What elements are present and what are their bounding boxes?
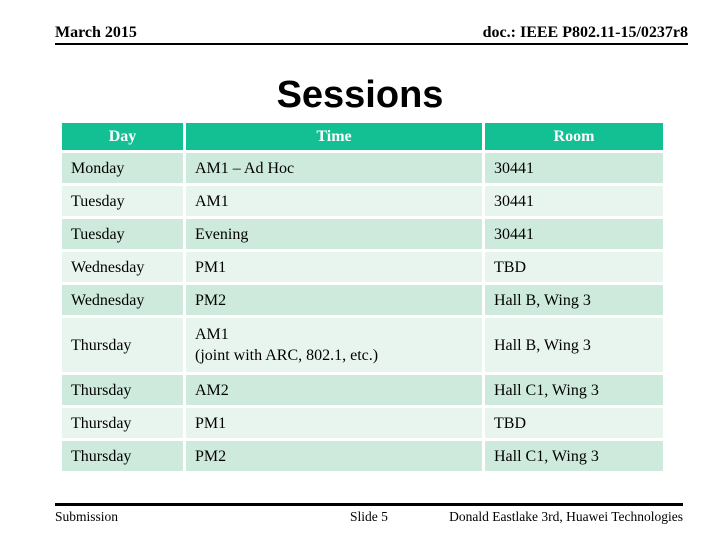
column-header-time: Time [186, 123, 482, 150]
cell-room: 30441 [485, 153, 663, 183]
slide-footer: Submission Slide 5 Donald Eastlake 3rd, … [55, 503, 683, 524]
table-row: Wednesday PM1 TBD [62, 252, 663, 282]
cell-time: PM2 [186, 441, 482, 471]
page-title: Sessions [276, 74, 444, 116]
cell-time: PM2 [186, 285, 482, 315]
cell-time: AM1 – Ad Hoc [186, 153, 482, 183]
cell-day: Thursday [62, 441, 183, 471]
cell-time: Evening [186, 219, 482, 249]
column-header-room: Room [485, 123, 663, 150]
column-header-day: Day [62, 123, 183, 150]
footer-slide-number: Slide 5 [350, 509, 388, 524]
header-date: March 2015 [55, 24, 137, 41]
sessions-table: Day Time Room Monday AM1 – Ad Hoc 30441 … [59, 120, 666, 474]
cell-room: 30441 [485, 219, 663, 249]
table-row: Thursday AM2 Hall C1, Wing 3 [62, 375, 663, 405]
table-row: Wednesday PM2 Hall B, Wing 3 [62, 285, 663, 315]
cell-room: 30441 [485, 186, 663, 216]
cell-room: TBD [485, 408, 663, 438]
cell-day: Tuesday [62, 186, 183, 216]
cell-day: Thursday [62, 318, 183, 372]
footer-author: Donald Eastlake 3rd, Huawei Technologies [449, 509, 683, 524]
cell-day: Wednesday [62, 252, 183, 282]
header-doc-number: doc.: IEEE P802.11-15/0237r8 [482, 24, 688, 41]
table-row: Tuesday Evening 30441 [62, 219, 663, 249]
footer-submission: Submission [55, 509, 119, 524]
cell-day: Monday [62, 153, 183, 183]
table-row: Thursday PM1 TBD [62, 408, 663, 438]
cell-room: TBD [485, 252, 663, 282]
table-row: Thursday AM1 (joint with ARC, 802.1, etc… [62, 318, 663, 372]
cell-time: PM1 [186, 408, 482, 438]
cell-day: Tuesday [62, 219, 183, 249]
cell-time: PM1 [186, 252, 482, 282]
cell-day: Thursday [62, 408, 183, 438]
cell-room: Hall B, Wing 3 [485, 285, 663, 315]
cell-room: Hall C1, Wing 3 [485, 441, 663, 471]
cell-time: AM1 (joint with ARC, 802.1, etc.) [186, 318, 482, 372]
table-row: Thursday PM2 Hall C1, Wing 3 [62, 441, 663, 471]
cell-day: Wednesday [62, 285, 183, 315]
slide-header: March 2015 doc.: IEEE P802.11-15/0237r8 [55, 24, 688, 45]
cell-time: AM1 [186, 186, 482, 216]
cell-room: Hall B, Wing 3 [485, 318, 663, 372]
cell-day: Thursday [62, 375, 183, 405]
cell-room: Hall C1, Wing 3 [485, 375, 663, 405]
table-row: Tuesday AM1 30441 [62, 186, 663, 216]
table-row: Monday AM1 – Ad Hoc 30441 [62, 153, 663, 183]
table-header-row: Day Time Room [62, 123, 663, 150]
cell-time: AM2 [186, 375, 482, 405]
